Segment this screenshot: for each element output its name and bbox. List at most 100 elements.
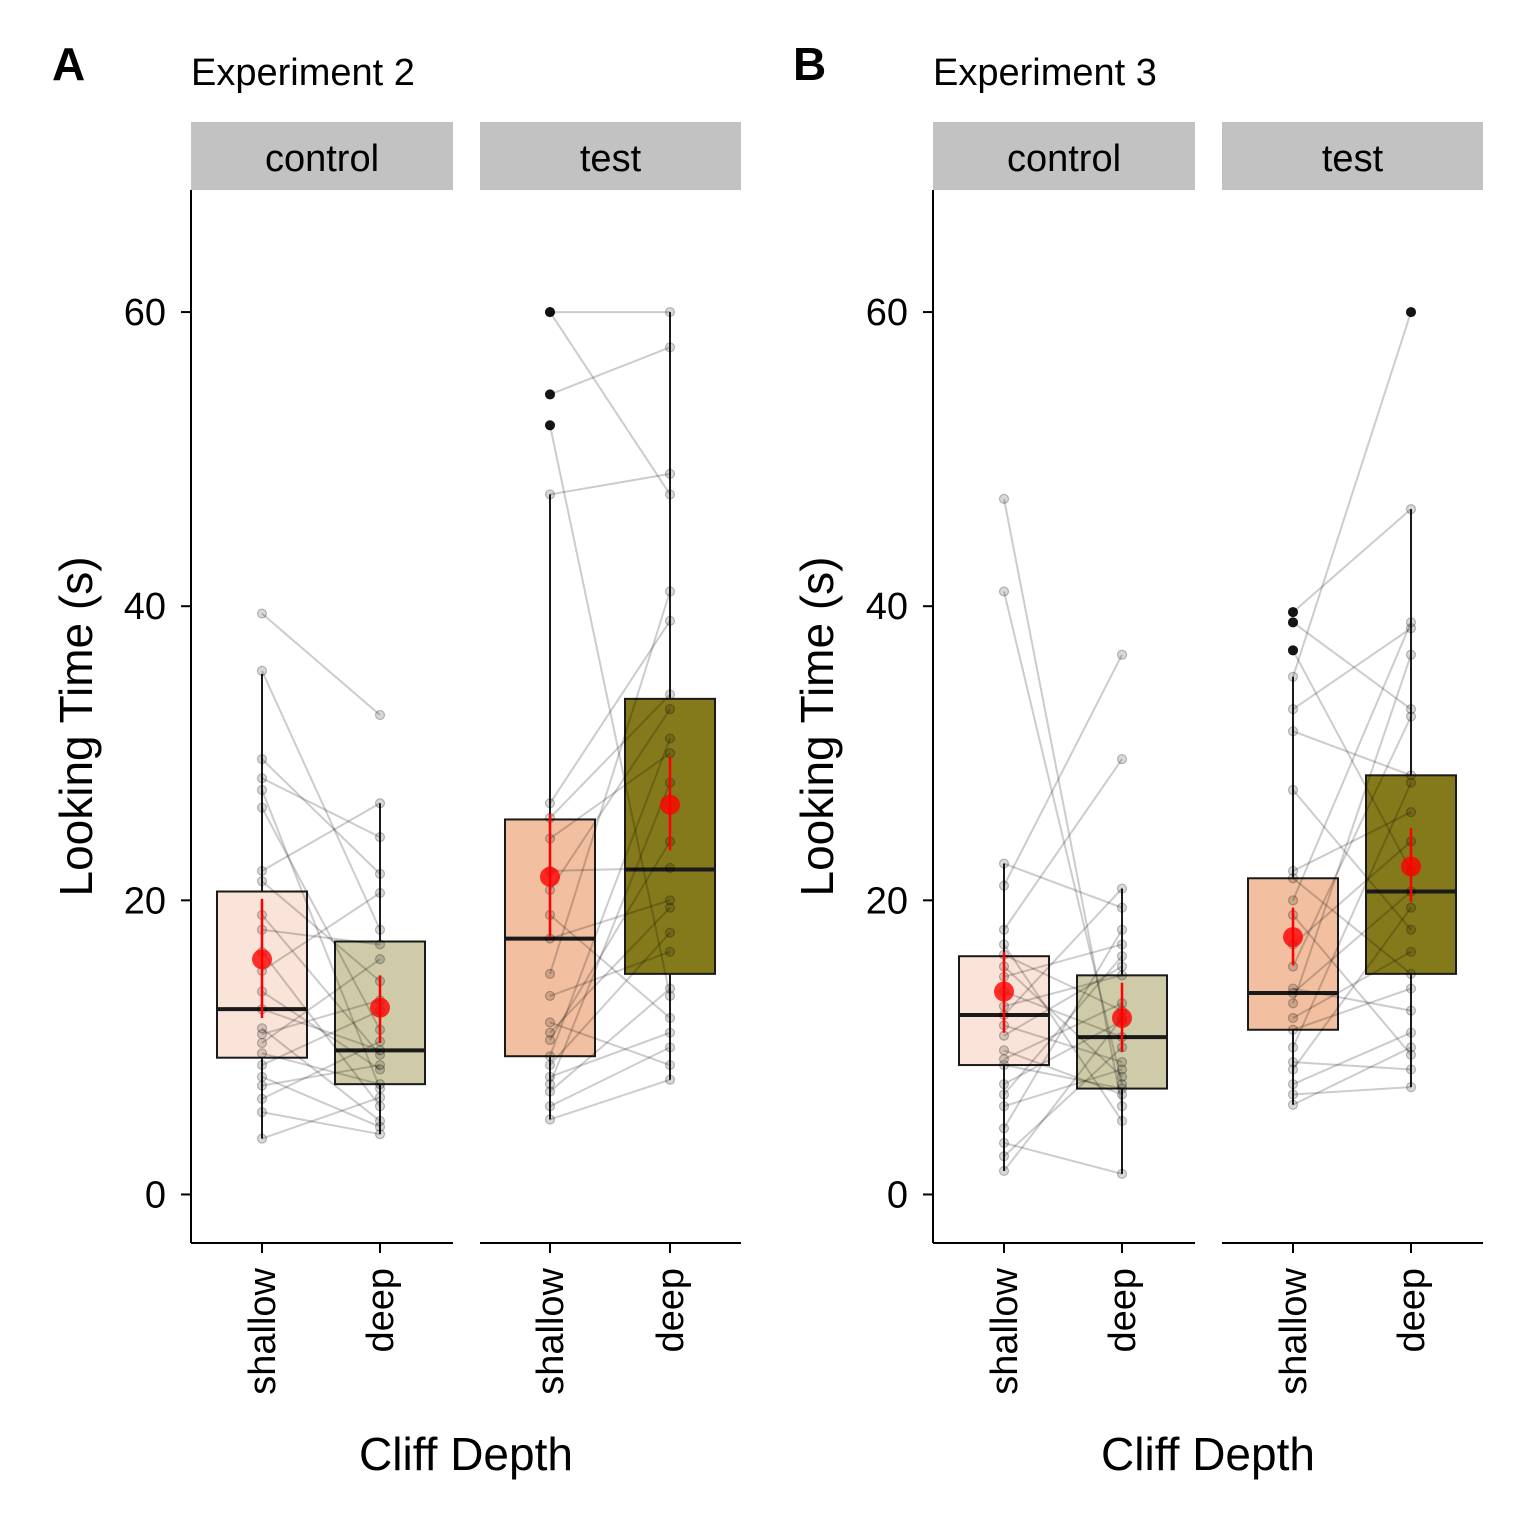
- data-point: [544, 798, 556, 809]
- data-point: [998, 1137, 1010, 1149]
- pair-line: [261, 951, 381, 1107]
- pair-line: [261, 777, 381, 838]
- facet-strip-label: control: [1007, 138, 1121, 180]
- pair-line: [1292, 730, 1412, 777]
- pair-line: [1003, 1024, 1123, 1064]
- data-point: [1287, 645, 1299, 656]
- data-point: [1116, 1115, 1128, 1127]
- x-category-label: shallow: [242, 1267, 284, 1394]
- data-point: [374, 939, 386, 950]
- data-point: [664, 342, 676, 353]
- facet-strip-label: control: [265, 138, 379, 180]
- pair-line: [261, 1008, 381, 1052]
- x-category-label: deep: [1391, 1268, 1433, 1353]
- pair-line: [1003, 929, 1123, 1129]
- pair-line: [1292, 716, 1412, 967]
- data-point: [664, 704, 676, 715]
- x-category-label: shallow: [1273, 1267, 1315, 1394]
- pair-line: [261, 758, 381, 875]
- data-point: [1405, 968, 1417, 979]
- data-point: [374, 1092, 386, 1103]
- pair-line: [261, 1064, 381, 1087]
- data-point: [374, 1121, 386, 1132]
- data-point: [664, 1042, 676, 1053]
- x-category-label: deep: [650, 1268, 692, 1353]
- data-point: [1287, 726, 1299, 737]
- data-point: [664, 615, 676, 627]
- pair-line: [549, 620, 671, 804]
- data-point: [256, 1029, 268, 1040]
- data-point: [374, 798, 386, 809]
- pair-line: [549, 472, 671, 496]
- data-point: [664, 306, 676, 318]
- mean-point: [1112, 1007, 1132, 1028]
- mean-point: [370, 997, 390, 1018]
- data-point: [1405, 902, 1417, 913]
- panel-title: Experiment 2: [191, 52, 415, 94]
- data-point: [1405, 704, 1417, 715]
- data-point: [256, 1093, 268, 1104]
- data-point: [1287, 1024, 1299, 1035]
- pair-line: [1003, 990, 1123, 1039]
- data-point: [998, 1059, 1010, 1071]
- mean-point: [660, 794, 680, 815]
- data-point: [998, 1054, 1010, 1065]
- data-point: [374, 831, 386, 843]
- data-point: [256, 754, 268, 765]
- x-category-label: shallow: [530, 1267, 572, 1394]
- facet-strip-label: test: [580, 138, 642, 180]
- pair-line: [1292, 627, 1412, 710]
- data-point: [374, 1101, 386, 1112]
- pair-line: [549, 899, 671, 940]
- panel-letter: B: [793, 38, 826, 90]
- data-point: [1287, 873, 1299, 884]
- data-point: [544, 389, 556, 400]
- pair-line: [1003, 1017, 1123, 1172]
- facet-strip: [1222, 122, 1483, 190]
- pair-line: [261, 1111, 381, 1136]
- data-point: [1287, 1099, 1299, 1110]
- data-point: [1116, 883, 1128, 894]
- pair-line: [261, 990, 381, 1071]
- box-deep: [1365, 307, 1457, 1088]
- x-category-label: deep: [360, 1268, 402, 1353]
- pair-line: [1292, 1031, 1412, 1086]
- pair-line: [1003, 1068, 1123, 1108]
- data-point: [544, 1059, 556, 1071]
- data-point: [1116, 1057, 1128, 1068]
- pair-line: [549, 425, 671, 997]
- pair-line: [1292, 890, 1412, 994]
- data-point: [664, 1059, 676, 1071]
- pair-line: [1292, 621, 1412, 901]
- data-point: [256, 865, 268, 877]
- facet-strip-label: test: [1322, 138, 1384, 180]
- facet-strip: [480, 122, 741, 190]
- pair-line: [549, 346, 671, 396]
- data-point: [998, 1101, 1010, 1112]
- paired-lines: [256, 608, 386, 1144]
- data-point: [1405, 1082, 1417, 1093]
- data-point: [664, 927, 676, 938]
- paired-lines: [544, 306, 676, 1125]
- pair-line: [261, 958, 381, 1044]
- data-point: [374, 1115, 386, 1127]
- y-axis-title: Looking Time (s): [791, 556, 843, 896]
- data-point: [1405, 649, 1417, 660]
- pair-line: [261, 802, 381, 872]
- data-point: [1116, 754, 1128, 765]
- outlier-point: [1288, 645, 1298, 656]
- outlier-point: [1406, 307, 1416, 318]
- data-point: [374, 1079, 386, 1090]
- pair-line: [1003, 654, 1123, 887]
- data-point: [1287, 1012, 1299, 1024]
- pair-line: [1292, 1086, 1412, 1096]
- pair-line: [549, 782, 671, 1085]
- data-point: [1287, 606, 1299, 618]
- data-point: [544, 1017, 556, 1028]
- panel-b: B Experiment 3 0 20 40 60 Looking Time (s) Clif…: [791, 38, 1483, 1480]
- data-point: [1287, 895, 1299, 906]
- pair-line: [549, 840, 671, 1041]
- pair-line: [1292, 987, 1412, 1012]
- pair-line: [1003, 1020, 1123, 1086]
